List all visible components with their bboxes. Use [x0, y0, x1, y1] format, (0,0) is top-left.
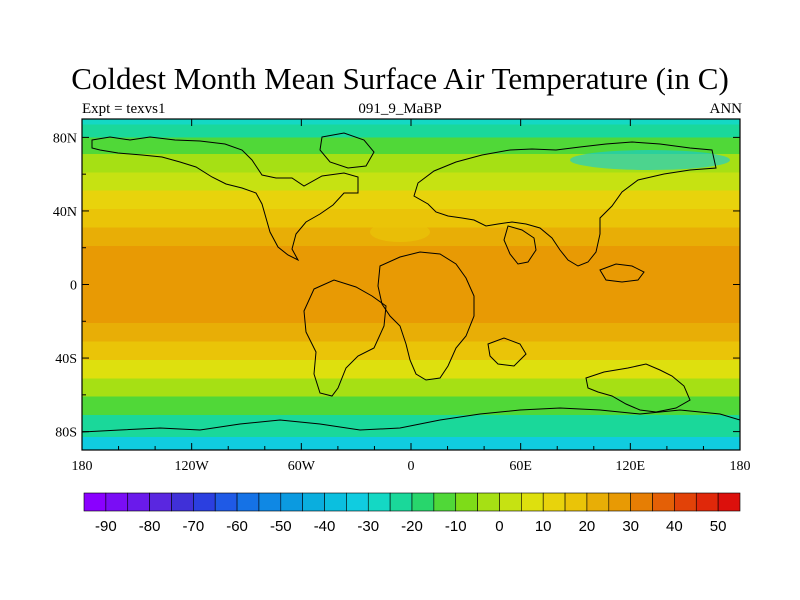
x-tick-label: 120W [175, 459, 210, 474]
coastline-southeast-asia [599, 263, 645, 283]
colorbar-swatch [171, 492, 194, 512]
colorbar-swatch [236, 492, 260, 512]
tropical-pacific-warm-pool [82, 294, 290, 322]
chart-title: Coldest Month Mean Surface Air Temperatu… [71, 61, 729, 96]
colorbar-swatch [630, 492, 653, 512]
x-tick-label: 0 [408, 459, 415, 474]
x-tick-label: 180 [730, 459, 751, 474]
coastline-india [503, 225, 537, 265]
colorbar-swatch [258, 492, 282, 512]
coastline-europe-asia [413, 141, 717, 267]
colorbar-swatch [105, 492, 129, 512]
colorbar: -90 -80 -70 -60 -50 -40 -30 -20 -10 0 10 20 30 40 50 [83, 492, 741, 535]
colorbar-swatch [477, 492, 500, 512]
colorbar-label: 0 [495, 518, 503, 535]
colorbar-label: 20 [579, 518, 596, 535]
colorbar-swatch [149, 492, 172, 512]
colorbar-swatch [193, 492, 216, 512]
colorbar-swatch [280, 492, 303, 512]
colorbar-label: -70 [182, 518, 204, 535]
colorbar-label: 10 [535, 518, 552, 535]
colorbar-swatch [695, 492, 719, 512]
colorbar-swatch [411, 492, 435, 512]
colorbar-label: -90 [95, 518, 117, 535]
colorbar-swatch [127, 492, 150, 512]
y-tick-label: 0 [70, 279, 77, 294]
period-label: ANN [709, 101, 743, 117]
colorbar-swatch [608, 492, 631, 512]
colorbar-label: -10 [445, 518, 467, 535]
x-axis: 180 120W 60W 0 60E 120E 180 [72, 119, 751, 474]
coastline-greenland [319, 132, 375, 169]
subtropical-patch [370, 222, 430, 242]
colorbar-label: -40 [314, 518, 336, 535]
y-tick-label: 40N [53, 205, 77, 220]
colorbar-swatch [367, 492, 391, 512]
coastline-antarctica [82, 407, 740, 450]
colorbar-label: -60 [226, 518, 248, 535]
coastlines [82, 132, 740, 450]
coastline-north-america [91, 136, 359, 262]
temperature-field-shading [82, 119, 740, 450]
colorbar-swatch [302, 492, 325, 512]
colorbar-label: 50 [710, 518, 727, 535]
colorbar-swatch [499, 492, 522, 512]
colorbar-swatch [324, 492, 347, 512]
x-tick-label: 180 [72, 459, 93, 474]
colorbar-swatch [83, 492, 107, 512]
colorbar-label: -50 [270, 518, 292, 535]
colorbar-swatch [674, 492, 697, 512]
polar-cold-patch [570, 150, 730, 170]
colorbar-label: -20 [401, 518, 423, 535]
colorbar-swatch [542, 492, 566, 512]
colorbar-swatch [652, 492, 675, 512]
colorbar-swatch [455, 492, 478, 512]
colorbar-swatch [521, 492, 544, 512]
colorbar-swatch [214, 492, 238, 512]
experiment-label: Expt = texvs1 [82, 101, 166, 117]
colorbar-swatch [389, 492, 413, 512]
colorbar-label: 30 [622, 518, 639, 535]
colorbar-swatch [564, 492, 588, 512]
colorbar-label: 40 [666, 518, 683, 535]
colorbar-swatch [433, 492, 457, 512]
y-tick-label: 80N [53, 131, 77, 146]
colorbar-swatch [586, 492, 610, 512]
colorbar-label: -30 [357, 518, 379, 535]
colorbar-swatch [717, 492, 741, 512]
x-tick-label: 60W [288, 459, 316, 474]
colorbar-label: -80 [139, 518, 161, 535]
colorbar-swatch [346, 492, 369, 512]
time-label: 091_9_MaBP [358, 101, 442, 117]
x-tick-label: 60E [509, 459, 532, 474]
y-tick-label: 40S [55, 352, 77, 367]
y-tick-label: 80S [55, 426, 77, 441]
coastline-south-america [303, 279, 387, 397]
coastline-africa [377, 251, 475, 381]
temperature-field [82, 119, 740, 450]
x-tick-label: 120E [616, 459, 646, 474]
coastline-australia [585, 363, 691, 413]
coastline-madagascar [487, 337, 527, 367]
y-axis: 80N 40N 0 40S 80S [53, 131, 740, 441]
